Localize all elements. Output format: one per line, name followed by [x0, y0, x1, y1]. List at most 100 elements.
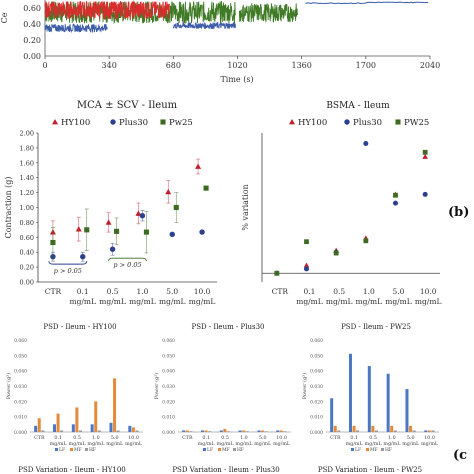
mca-p-value-label: p > 0.05 — [54, 267, 82, 275]
bsma-point-plus30 — [422, 191, 428, 197]
mca-y-tick-label: 0.40 — [20, 249, 34, 257]
psd-y-tick-label: 0.020 — [14, 399, 27, 405]
bsma-x-tick-label: mg/mL — [385, 297, 412, 306]
mca-y-tick-label: 1.40 — [20, 174, 34, 182]
bsma-title: BSMA - Ileum — [326, 101, 390, 111]
psd-y-tick-label: 0.020 — [310, 399, 323, 405]
psd-plus30-chart: 0.060 0.050 0.040 0.030 0.020 0.010 0.000 Power… — [153, 338, 291, 453]
bsma-point-pw25 — [363, 238, 369, 244]
bsma-point-pw25 — [393, 192, 398, 198]
psd-x-tick-label: mg/mL — [87, 441, 105, 447]
psd-x-tick-label: mg/mL — [421, 441, 439, 447]
psd-bar-lf — [424, 430, 428, 432]
psd-x-tick-label: 1.0 — [240, 435, 248, 441]
psd-bar-mf — [223, 428, 227, 432]
psd-bar-lf — [128, 425, 132, 432]
time-trace-panel: 0 340 680 1020 1360 1700 2040 0.60 0.40 0.20 0.00 — [23, 0, 440, 70]
bsma-point-plus30 — [392, 200, 399, 206]
psd-y-tick-label: 0.010 — [162, 415, 175, 421]
psd-variation-hy100-title: PSD Variation - Ileum - HY100 — [18, 466, 125, 474]
trace-ylabel: Ce — [0, 12, 9, 23]
psd-x-tick-label: mg/mL — [69, 441, 87, 447]
psd-bar-hf — [356, 430, 360, 432]
mca-legend-marker — [110, 119, 116, 125]
trace-x-tick-label: 1700 — [356, 61, 376, 70]
psd-legend-swatch — [85, 448, 88, 451]
mca-point-hy100 — [75, 226, 82, 232]
psd-x-tick-label: 0.1 — [350, 435, 358, 441]
bsma-x-tick-label: 1.0 — [363, 287, 375, 296]
bsma-x-tick-label: 0.5 — [333, 287, 345, 296]
bsma-x-tick-label: mg/mL — [326, 297, 353, 306]
mca-y-axis-label: Contraction (g) — [4, 176, 13, 238]
trace-series-green — [238, 3, 299, 23]
psd-bar-hf — [226, 431, 230, 432]
bsma-legend-marker — [395, 119, 401, 125]
psd-y-tick-label: 0.050 — [162, 353, 175, 359]
bsma-point-pw25 — [274, 270, 280, 276]
psd-x-tick-label: mg/mL — [125, 441, 143, 447]
psd-bar-hf — [283, 431, 287, 432]
mca-point-pw25 — [114, 228, 120, 234]
trace-x-tick-label: 340 — [102, 61, 117, 70]
psd-bar-mf — [113, 378, 117, 432]
psd-bar-hf — [41, 430, 45, 432]
psd-bar-hf — [97, 430, 101, 432]
psd-bar-mf — [75, 407, 79, 432]
trace-series-blue — [44, 23, 108, 34]
mca-legend-label: Pw25 — [169, 118, 193, 128]
trace-y-tick-label: 0.00 — [23, 52, 41, 61]
psd-x-tick-label: 10.0 — [276, 435, 287, 441]
psd-y-tick-label: 0.030 — [162, 384, 175, 390]
bsma-point-pw25 — [333, 250, 339, 256]
mca-p-value-label: p > 0.05 — [113, 261, 141, 269]
psd-bar-lf — [109, 422, 113, 432]
psd-y-tick-label: 0.010 — [310, 415, 323, 421]
mca-x-tick-label: 10.0 — [194, 287, 211, 296]
panel-label-b: (b) — [448, 205, 469, 220]
psd-x-tick-label: mg/mL — [106, 441, 124, 447]
psd-legend-label: HF — [237, 447, 244, 453]
psd-x-tick-label: 5.0 — [259, 435, 267, 441]
mca-y-tick-label: 1.20 — [20, 189, 34, 197]
bsma-legend-label: Plus30 — [353, 118, 382, 128]
mca-point-pw25 — [203, 185, 209, 191]
psd-bar-lf — [367, 366, 371, 432]
trace-y-tick-label: 0.20 — [23, 36, 41, 45]
mca-legend-marker — [52, 119, 58, 125]
psd-bar-mf — [333, 425, 337, 432]
psd-bar-hf — [78, 430, 82, 432]
psd-bar-mf — [261, 430, 265, 432]
bsma-legend-label: HY100 — [298, 118, 327, 128]
psd-x-tick-label: mg/mL — [217, 441, 235, 447]
psd-bar-lf — [52, 424, 56, 432]
psd-y-tick-label: 0.000 — [162, 430, 175, 436]
mca-point-pw25 — [143, 229, 149, 235]
psd-y-tick-label: 0.000 — [14, 430, 27, 436]
psd-y-tick-label: 0.030 — [310, 384, 323, 390]
mca-point-plus30 — [109, 246, 116, 252]
psd-bar-mf — [352, 425, 356, 432]
psd-y-tick-label: 0.040 — [310, 369, 323, 375]
psd-hy100-title: PSD - Ileum - HY100 — [43, 323, 116, 331]
psd-x-tick-label: CTR — [182, 435, 193, 441]
psd-x-tick-label: 10.0 — [424, 435, 435, 441]
psd-legend-label: LF — [59, 447, 65, 453]
psd-x-tick-label: mg/mL — [383, 441, 401, 447]
bsma-legend-marker — [289, 119, 295, 125]
mca-y-tick-label: 0.00 — [20, 279, 34, 287]
mca-point-pw25 — [50, 239, 56, 246]
psd-bar-hf — [116, 430, 120, 432]
psd-legend-swatch — [381, 448, 384, 451]
mca-x-tick-label: 0.5 — [107, 287, 119, 296]
mca-y-tick-label: 0.20 — [20, 264, 34, 272]
psd-x-tick-label: 5.0 — [407, 435, 415, 441]
mca-y-tick-label: 1.60 — [20, 159, 34, 167]
psd-bar-lf — [90, 424, 94, 432]
trace-y-tick-label: 0.40 — [23, 20, 41, 29]
psd-bar-mf — [371, 425, 375, 432]
psd-bar-lf — [219, 430, 223, 432]
mca-y-tick-label: 1.00 — [20, 204, 34, 212]
trace-series-flat — [305, 1, 429, 5]
